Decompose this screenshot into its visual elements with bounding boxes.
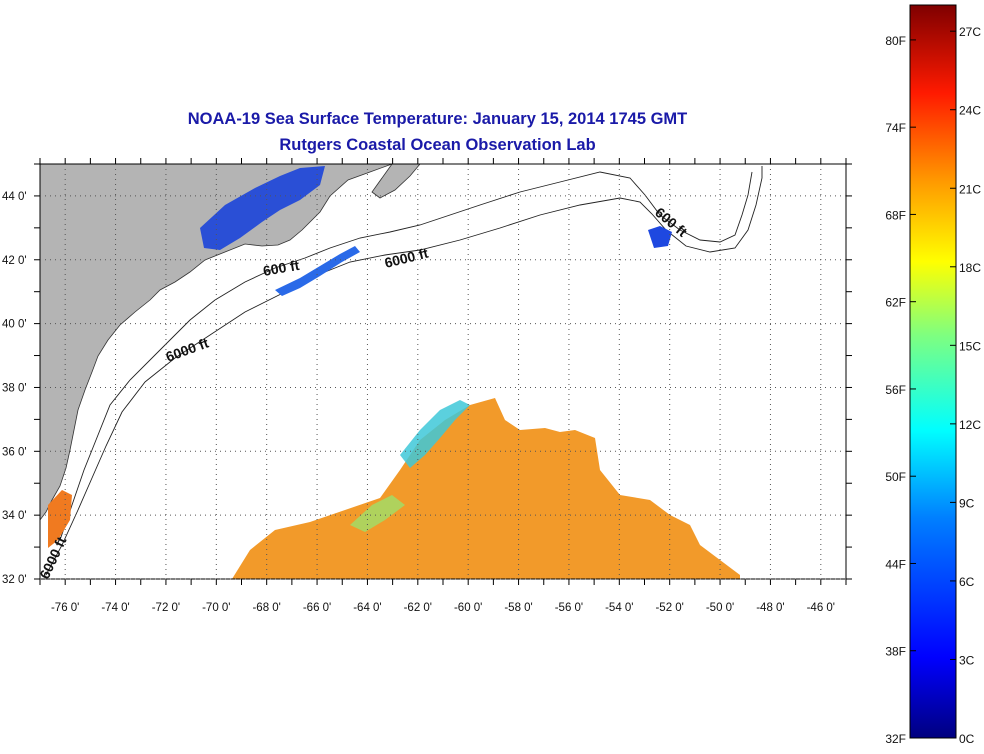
graticule [34,158,852,585]
contour-label: 6000 ft [383,245,430,271]
cold-water-gulf-of-maine [200,166,325,250]
slope-contour-6000ft [45,166,763,576]
fahrenheit-label: 38F [885,645,906,659]
longitude-labels: -76 0' -74 0' -72 0' -70 0' -68 0' -66 0' -64 … [51,602,835,614]
longitude-label: -64 0' [353,602,381,614]
longitude-label: -66 0' [303,602,331,614]
celsius-label: 0C [959,732,975,746]
contour-label: 6000 ft [36,534,69,581]
fahrenheit-label: 44F [885,557,906,571]
fahrenheit-label: 50F [885,470,906,484]
longitude-label: -70 0' [202,602,230,614]
longitude-label: -74 0' [101,602,129,614]
longitude-label: -54 0' [605,602,633,614]
warm-water-hatteras [48,490,72,548]
longitude-label: -62 0' [404,602,432,614]
warm-water-gulf-stream [232,398,740,579]
celsius-label: 12C [959,418,981,432]
latitude-label: 32 0' [2,574,27,586]
longitude-label: -48 0' [756,602,784,614]
longitude-label: -72 0' [152,602,180,614]
celsius-label: 3C [959,653,975,667]
mixed-water-green [350,495,405,532]
latitude-label: 44 0' [2,191,27,203]
cold-water-georges-bank [275,246,360,296]
fahrenheit-label: 80F [885,34,906,48]
celsius-label: 27C [959,25,981,39]
colorbar-celsius-labels: 27C 24C 21C 18C 15C 12C 9C 6C 3C 0C [950,25,981,746]
colorbar [909,4,957,739]
celsius-label: 18C [959,261,981,275]
celsius-label: 21C [959,182,981,196]
longitude-label: -46 0' [807,602,835,614]
longitude-label: -76 0' [51,602,79,614]
fahrenheit-label: 74F [885,121,906,135]
celsius-label: 9C [959,496,975,510]
latitude-label: 36 0' [2,446,27,458]
latitude-label: 42 0' [2,255,27,267]
fahrenheit-label: 62F [885,296,906,310]
latitude-label: 34 0' [2,510,27,522]
celsius-label: 6C [959,575,975,589]
longitude-label: -60 0' [454,602,482,614]
fahrenheit-label: 32F [885,732,906,746]
celsius-label: 15C [959,339,981,353]
nova-scotia-land [371,164,421,199]
fahrenheit-label: 56F [885,383,906,397]
longitude-label: -68 0' [252,602,280,614]
mixed-water-filaments [400,400,470,468]
map-title: NOAA-19 Sea Surface Temperature: January… [187,110,688,128]
latitude-label: 38 0' [2,382,27,394]
celsius-label: 24C [959,104,981,118]
fahrenheit-label: 68F [885,208,906,222]
colorbar-fahrenheit-labels: 80F 74F 68F 62F 56F 50F 44F 38F 32F [885,34,916,746]
longitude-label: -52 0' [655,602,683,614]
cold-water-sable-bank [648,226,672,248]
longitude-label: -50 0' [706,602,734,614]
longitude-label: -56 0' [555,602,583,614]
shelf-contour-600ft [59,171,753,541]
contour-label: 600 ft [262,257,301,279]
longitude-label: -58 0' [504,602,532,614]
map-subtitle: Rutgers Coastal Ocean Observation Lab [279,136,596,154]
latitude-labels: 44 0' 42 0' 40 0' 38 0' 36 0' 34 0' 32 0' [2,191,27,586]
latitude-label: 40 0' [2,319,27,331]
